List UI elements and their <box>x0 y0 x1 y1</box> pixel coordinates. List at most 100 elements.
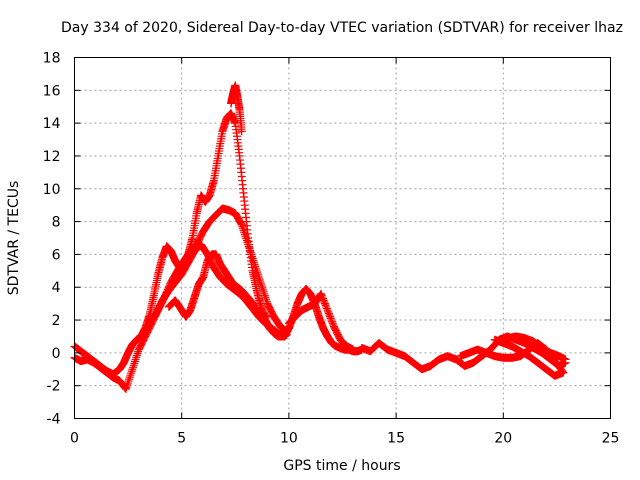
data-point <box>127 369 136 378</box>
data-point <box>349 345 358 354</box>
data-point <box>244 242 253 251</box>
data-point <box>321 301 330 310</box>
data-point <box>259 287 268 296</box>
data-point <box>559 368 568 377</box>
y-tick-label: 8 <box>52 215 61 231</box>
data-point <box>240 228 249 237</box>
data-point <box>243 238 252 247</box>
data-point <box>328 319 337 328</box>
data-point <box>260 291 269 300</box>
x-tick-label: 5 <box>177 431 186 447</box>
data-point <box>240 230 249 239</box>
data-point <box>123 381 132 390</box>
y-axis-label: SDTVAR / TECUs <box>6 181 22 296</box>
data-point <box>237 220 246 229</box>
data-point <box>246 246 255 255</box>
data-point <box>256 277 265 286</box>
y-tick-label: 4 <box>52 280 61 296</box>
data-point <box>253 270 262 279</box>
x-tick-label: 15 <box>387 431 405 447</box>
data-point <box>237 127 246 136</box>
data-point <box>561 355 570 364</box>
data-point <box>326 312 335 321</box>
x-axis-label: GPS time / hours <box>283 458 400 474</box>
data-point <box>324 309 333 318</box>
plot-frame <box>74 57 611 419</box>
data-point <box>257 279 266 288</box>
data-point <box>150 311 159 320</box>
data-point <box>122 382 131 391</box>
data-point <box>262 297 271 306</box>
data-point <box>253 268 262 277</box>
data-point <box>125 373 134 382</box>
data-point <box>318 294 327 303</box>
data-point <box>324 307 333 316</box>
data-point <box>261 293 270 302</box>
data-point <box>325 311 334 320</box>
data-point <box>129 361 138 370</box>
chart-title: Day 334 of 2020, Sidereal Day-to-day VTE… <box>61 20 623 36</box>
data-point <box>320 297 329 306</box>
data-point <box>241 232 250 241</box>
data-point <box>247 250 256 259</box>
data-point <box>134 347 143 356</box>
data-point <box>252 266 261 275</box>
x-tick-label: 0 <box>70 431 79 447</box>
series-track-j <box>490 335 568 380</box>
data-point <box>121 384 130 393</box>
data-point <box>255 274 264 283</box>
data-point <box>317 291 326 300</box>
data-point <box>322 304 331 313</box>
data-point <box>257 281 266 290</box>
data-point <box>249 258 258 267</box>
data-point <box>251 264 260 273</box>
data-point <box>254 272 263 281</box>
data-point <box>258 285 267 294</box>
series-track-d <box>164 250 272 321</box>
data-point <box>248 254 257 263</box>
data-point <box>258 283 267 292</box>
data-point <box>263 312 272 321</box>
data-point <box>130 357 139 366</box>
data-point <box>248 252 257 261</box>
data-point <box>327 316 336 325</box>
data-point <box>124 377 133 386</box>
data-point <box>129 363 138 372</box>
data-point <box>327 317 336 326</box>
y-tick-label: 10 <box>43 182 61 198</box>
data-point <box>130 359 139 368</box>
data-point <box>326 314 335 323</box>
data-point <box>322 302 331 311</box>
data-point <box>317 289 326 298</box>
data-point <box>239 224 248 233</box>
data-point <box>131 355 140 364</box>
y-tick-label: -4 <box>47 412 61 428</box>
y-tick-label: -2 <box>47 379 61 395</box>
series-track-k <box>503 332 570 364</box>
data-point <box>126 371 135 380</box>
data-point <box>128 365 137 374</box>
series-track-a <box>70 109 291 379</box>
data-point <box>127 367 136 376</box>
data-point <box>249 256 258 265</box>
data-point <box>250 260 259 269</box>
data-points <box>70 81 570 393</box>
data-point <box>242 234 251 243</box>
y-tick-label: 0 <box>52 346 61 362</box>
y-tick-label: 16 <box>43 83 61 99</box>
data-point <box>239 226 248 235</box>
grid-lines <box>74 57 611 419</box>
data-point <box>320 299 329 308</box>
x-tick-label: 10 <box>280 431 298 447</box>
data-point <box>133 349 142 358</box>
data-point <box>318 293 327 302</box>
data-point <box>323 306 332 315</box>
data-point <box>132 351 141 360</box>
y-tick-label: 2 <box>52 313 61 329</box>
axis-ticks: 0 5 10 15 20 25 -4 -2 0 2 4 6 8 10 12 14 16 18 <box>43 51 620 447</box>
data-point <box>262 295 271 304</box>
y-tick-label: 18 <box>43 51 61 67</box>
series-track-g <box>284 289 358 354</box>
data-point <box>242 236 251 245</box>
